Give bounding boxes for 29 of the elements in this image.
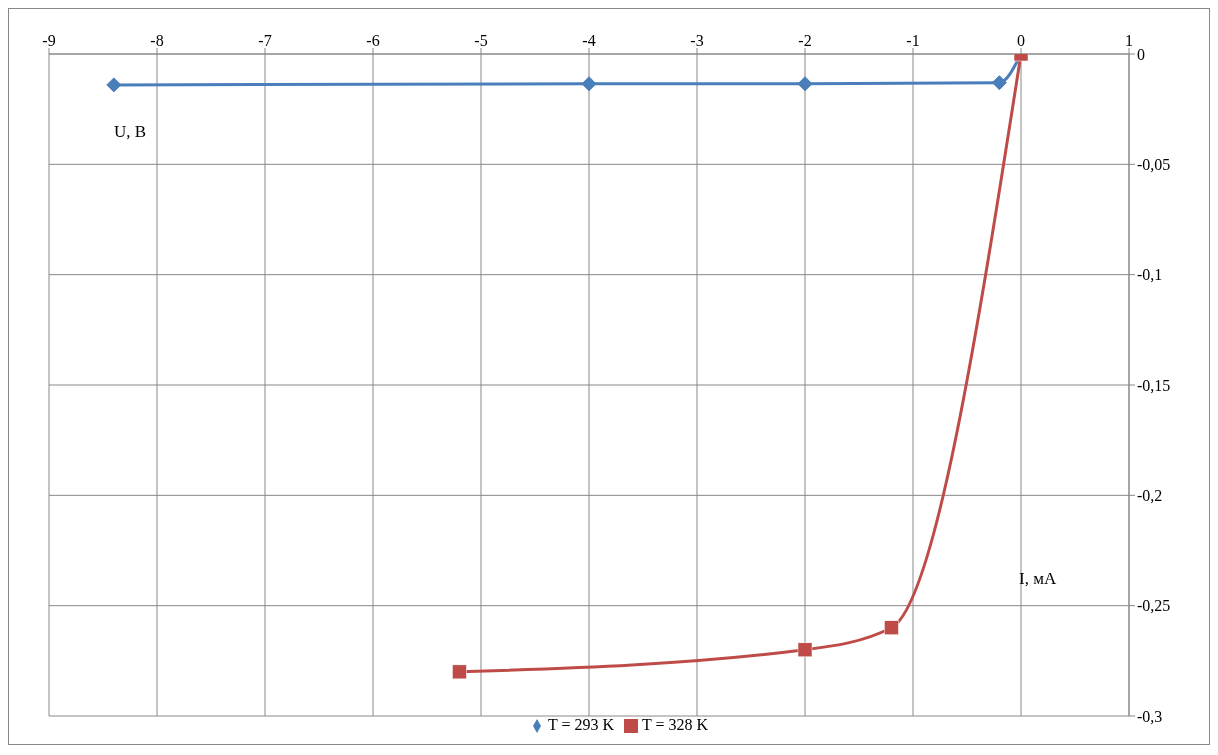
x-tick-label: -7 [258,32,272,49]
y-tick-label: -0,15 [1137,376,1171,394]
x-tick-label: 1 [1125,32,1133,49]
point [452,664,467,680]
x-tick-label: -9 [42,32,56,49]
x-axis-title: I, мА [1019,569,1057,589]
y-tick-label: -0,25 [1137,597,1171,615]
point [797,642,813,658]
x-tick-label: -2 [798,32,812,49]
x-tick-label: -5 [474,32,488,49]
y-tick-label: -0,1 [1137,266,1163,284]
point [106,77,122,93]
point [581,76,597,92]
y-tick-label: -0,2 [1137,487,1163,505]
x-tick-label: -3 [690,32,704,49]
y-tick-label: 0 [1137,45,1145,63]
point [797,76,813,92]
x-tick-label: -4 [582,32,596,49]
x-tick-label: 0 [1017,32,1025,49]
legend-label: T = 293 K [547,716,614,733]
y-tick-label: -0,05 [1137,156,1171,174]
point [991,75,1007,91]
y-tick-label: -0,3 [1137,707,1163,725]
y-axis-title: U, В [114,122,147,142]
x-tick-label: -8 [150,32,164,49]
x-tick-label: -6 [366,32,380,49]
x-tick-label: -1 [906,32,920,49]
legend-label: T = 328 K [642,716,709,733]
point [884,620,899,635]
